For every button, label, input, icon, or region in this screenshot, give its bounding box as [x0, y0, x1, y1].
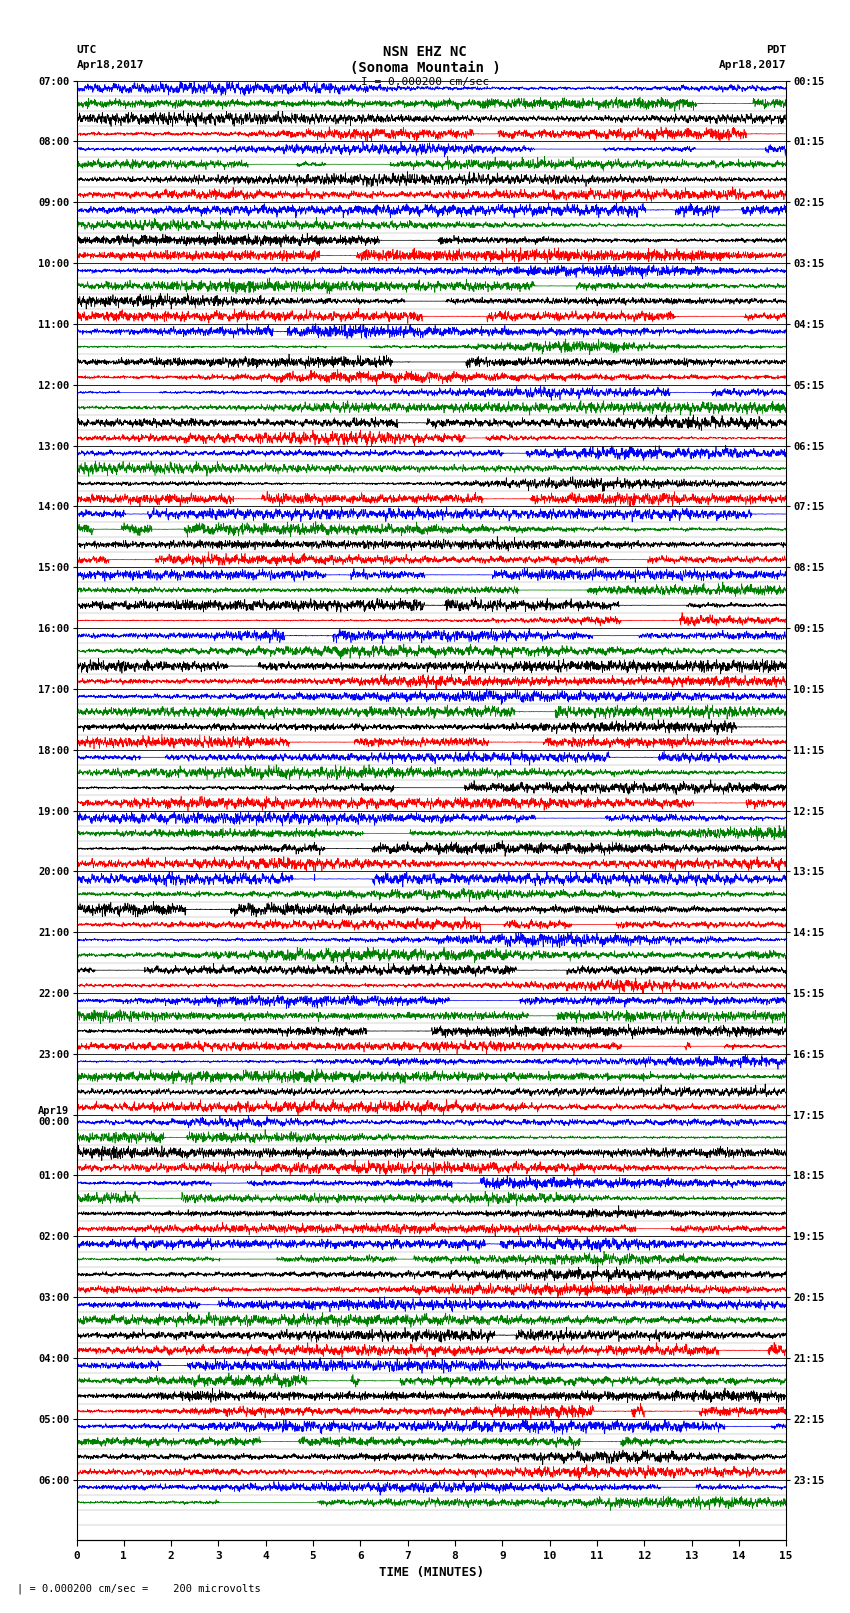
Text: NSN EHZ NC: NSN EHZ NC	[383, 45, 467, 60]
Text: UTC: UTC	[76, 45, 97, 55]
Text: PDT: PDT	[766, 45, 786, 55]
X-axis label: TIME (MINUTES): TIME (MINUTES)	[379, 1566, 484, 1579]
Text: Apr18,2017: Apr18,2017	[76, 60, 144, 69]
Text: | = 0.000200 cm/sec =    200 microvolts: | = 0.000200 cm/sec = 200 microvolts	[17, 1582, 261, 1594]
Text: (Sonoma Mountain ): (Sonoma Mountain )	[349, 61, 501, 76]
Text: I = 0.000200 cm/sec: I = 0.000200 cm/sec	[361, 77, 489, 87]
Text: Apr18,2017: Apr18,2017	[719, 60, 786, 69]
